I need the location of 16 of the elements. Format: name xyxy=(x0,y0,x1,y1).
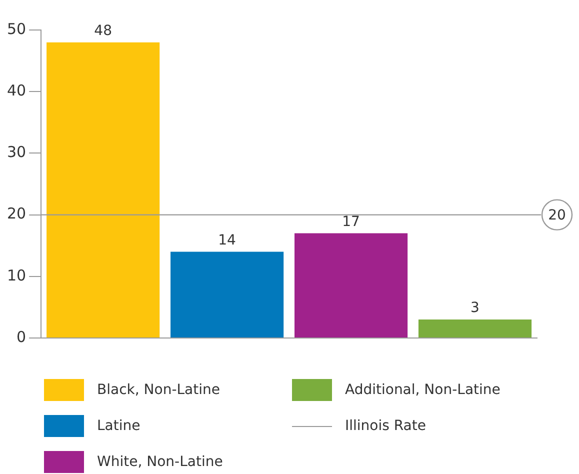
legend-label: White, Non-Latine xyxy=(97,454,223,470)
y-tick-label: 40 xyxy=(6,81,26,100)
y-tick-label: 10 xyxy=(6,266,26,284)
annotation: 20 xyxy=(548,207,566,224)
legend-label: Illinois Rate xyxy=(345,418,426,434)
y-tick-label: 50 xyxy=(6,20,26,38)
data-label: 14 xyxy=(218,232,236,248)
legend-label: Black, Non-Latine xyxy=(97,382,220,398)
y-tick-label: 0 xyxy=(16,328,26,346)
data-label: 3 xyxy=(470,300,480,316)
legend-label: Latine xyxy=(97,418,140,434)
y-tick-label: 30 xyxy=(6,143,26,162)
data-label: 48 xyxy=(94,22,112,39)
legend-label: Additional, Non-Latine xyxy=(345,382,500,398)
data-label: 17 xyxy=(342,214,360,230)
y-tick-label: 20 xyxy=(6,204,26,223)
